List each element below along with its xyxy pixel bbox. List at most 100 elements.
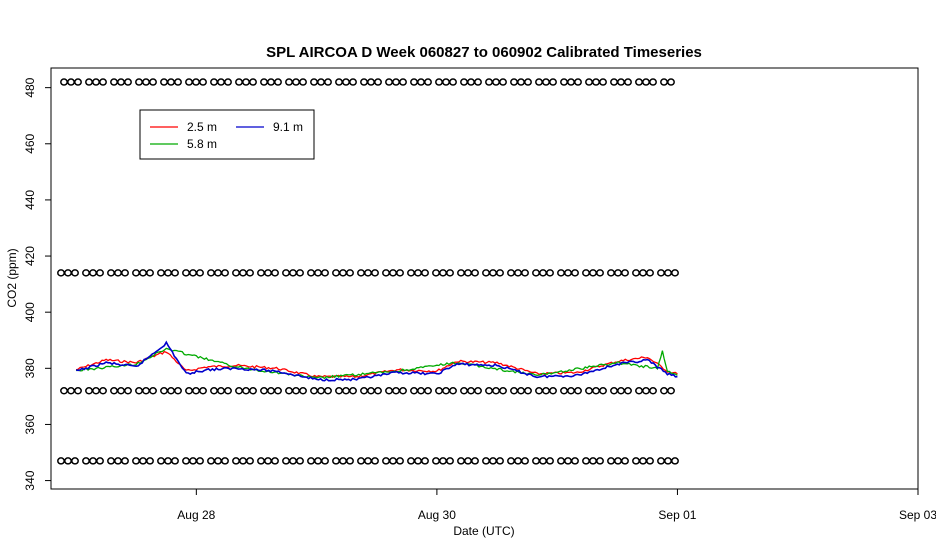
calibration-point <box>171 457 179 465</box>
calibration-point <box>549 78 557 86</box>
calibration-point <box>567 78 575 86</box>
calibration-point <box>367 387 375 395</box>
calibration-point <box>339 269 347 277</box>
calibration-point <box>196 457 204 465</box>
calibration-point <box>221 457 229 465</box>
calibration-point <box>160 387 168 395</box>
calibration-point <box>64 457 72 465</box>
calibration-point <box>399 78 407 86</box>
calibration-point <box>371 269 379 277</box>
calibration-point <box>332 457 340 465</box>
calibration-point <box>592 78 600 86</box>
y-tick-label: 460 <box>23 133 37 153</box>
calibration-point <box>149 387 157 395</box>
calibration-point <box>289 457 297 465</box>
calibration-point <box>610 387 618 395</box>
calibration-point <box>642 78 650 86</box>
calibration-point <box>521 457 529 465</box>
calibration-point <box>621 269 629 277</box>
calibration-point <box>499 78 507 86</box>
calibration-point <box>371 457 379 465</box>
calibration-point <box>671 457 679 465</box>
calibration-point <box>489 269 497 277</box>
calibration-point <box>232 269 240 277</box>
y-tick-label: 400 <box>23 302 37 322</box>
calibration-point <box>435 387 443 395</box>
calibration-point <box>289 269 297 277</box>
calibration-point <box>374 387 382 395</box>
calibration-point <box>246 457 254 465</box>
calibration-point <box>610 78 618 86</box>
calibration-point <box>399 387 407 395</box>
calibration-point <box>657 269 665 277</box>
legend: 2.5 m 9.1 m 5.8 m <box>139 109 315 160</box>
calibration-point <box>321 457 329 465</box>
calibration-point <box>57 457 65 465</box>
calibration-point <box>482 269 490 277</box>
calibration-point <box>221 269 229 277</box>
calibration-point <box>632 457 640 465</box>
x-axis-label: Date (UTC) <box>453 524 514 538</box>
calibration-point <box>389 269 397 277</box>
calibration-point <box>467 78 475 86</box>
calibration-point <box>121 457 129 465</box>
calibration-point <box>596 269 604 277</box>
calibration-point <box>189 269 197 277</box>
calibration-point <box>514 457 522 465</box>
calibration-point <box>564 457 572 465</box>
calibration-point <box>464 269 472 277</box>
calibration-point <box>596 457 604 465</box>
calibration-point <box>132 269 140 277</box>
calibration-point <box>639 269 647 277</box>
calibration-point <box>132 457 140 465</box>
calibration-point <box>314 269 322 277</box>
calibration-point <box>160 78 168 86</box>
calibration-point <box>621 457 629 465</box>
calibration-point <box>346 269 354 277</box>
calibration-point <box>492 78 500 86</box>
calibration-point <box>521 269 529 277</box>
calibration-point <box>99 387 107 395</box>
calibration-point <box>342 78 350 86</box>
calibration-point <box>185 387 193 395</box>
calibration-point <box>667 387 675 395</box>
calibration-point <box>574 387 582 395</box>
calibration-point <box>74 78 82 86</box>
calibration-point <box>321 269 329 277</box>
calibration-point <box>471 457 479 465</box>
calibration-point <box>507 269 515 277</box>
calibration-point <box>189 457 197 465</box>
calibration-point <box>242 78 250 86</box>
calibration-point <box>342 387 350 395</box>
calibration-point <box>507 457 515 465</box>
calibration-point <box>567 387 575 395</box>
calibration-point <box>235 387 243 395</box>
calibration-point <box>649 78 657 86</box>
calibration-point <box>424 387 432 395</box>
calibration-point <box>492 387 500 395</box>
calibration-point <box>296 269 304 277</box>
calibration-point <box>196 269 204 277</box>
calibration-point <box>60 78 68 86</box>
calibration-point <box>539 457 547 465</box>
calibration-point <box>71 457 79 465</box>
calibration-point <box>299 78 307 86</box>
calibration-point <box>557 269 565 277</box>
calibration-point <box>349 387 357 395</box>
calibration-point <box>532 269 540 277</box>
calibration-point <box>417 387 425 395</box>
calibration-point <box>582 457 590 465</box>
calibration-point <box>617 78 625 86</box>
calibration-point <box>92 78 100 86</box>
calibration-point <box>299 387 307 395</box>
calibration-point <box>149 78 157 86</box>
calibration-point <box>571 269 579 277</box>
calibration-point <box>82 269 90 277</box>
calibration-point <box>249 387 257 395</box>
calibration-point <box>646 269 654 277</box>
calibration-point <box>407 269 415 277</box>
calibration-point <box>607 457 615 465</box>
calibration-point <box>439 269 447 277</box>
calibration-point <box>585 387 593 395</box>
